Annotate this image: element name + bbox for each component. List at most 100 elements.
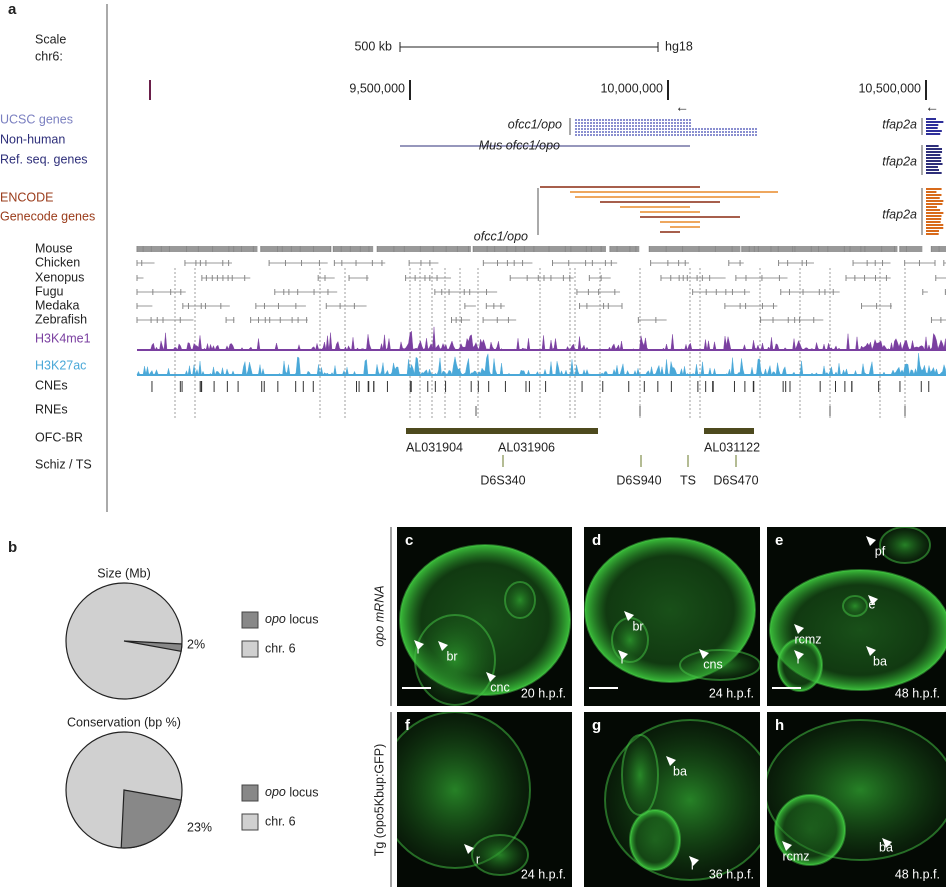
clone-bar: [704, 428, 754, 434]
marker-label: D6S340: [480, 473, 525, 487]
micrograph: [584, 712, 760, 887]
row-label: opo mRNA: [372, 585, 386, 646]
gene-model: [926, 227, 944, 229]
tissue: [504, 581, 536, 619]
annotation: l: [797, 652, 800, 666]
assembly: hg18: [665, 39, 693, 53]
gene-model: [926, 215, 942, 217]
marker-label: D6S470: [713, 473, 758, 487]
stage-label: 48 h.p.f.: [895, 686, 940, 700]
tissue: [414, 614, 496, 706]
track-label: H3K27ac: [35, 358, 86, 372]
track-label: Chicken: [35, 255, 80, 269]
marker-label: TS: [680, 473, 696, 487]
panel-letter: g: [592, 717, 601, 734]
tissue: [397, 712, 531, 869]
gene-model: [926, 151, 943, 153]
gene-model: [926, 133, 941, 135]
gene-model: [926, 157, 942, 159]
track-label: Zebrafish: [35, 312, 87, 326]
tissue: [679, 649, 760, 681]
pie-title: Conservation (bp %): [67, 715, 181, 729]
pie-title: Size (Mb): [97, 566, 150, 580]
micrograph-content: [604, 719, 760, 881]
gene-model: [926, 212, 944, 214]
annotation: cns: [703, 657, 722, 671]
legend-swatch: [241, 784, 259, 802]
panel-letter: c: [405, 532, 413, 549]
arrowhead: [794, 624, 804, 634]
gene-model: [926, 194, 942, 196]
gene-model: [926, 127, 938, 129]
micrograph: [767, 527, 946, 706]
track-label: Non-human: [0, 132, 65, 146]
legend-swatch: [241, 611, 259, 629]
marker-label: D6S940: [616, 473, 661, 487]
gene-model: [926, 124, 939, 126]
gene-model: [926, 160, 942, 162]
pie-slice: [123, 640, 183, 652]
track-label: Mouse: [35, 241, 73, 255]
annotation: l: [621, 652, 624, 666]
gene-model: [926, 172, 942, 174]
micrograph: [584, 527, 760, 706]
arrowhead: [794, 650, 804, 660]
track-label: OFC-BR: [35, 430, 83, 444]
clone-label: AL031906: [498, 440, 555, 454]
stage-label: 36 h.p.f.: [709, 867, 754, 881]
stage-label: 24 h.p.f.: [709, 686, 754, 700]
pie-value-label: 2%: [187, 637, 205, 651]
annotation: e: [869, 597, 876, 611]
micrograph-content: [584, 537, 760, 683]
position-label: 10,000,000: [600, 81, 663, 95]
panel-letter: e: [775, 532, 783, 549]
arrowhead: [866, 536, 876, 546]
annotation: ba: [873, 654, 887, 668]
micrograph: [397, 712, 572, 887]
annotation: l: [417, 642, 420, 656]
legend-label: chr. 6: [265, 641, 296, 655]
panel-letter: a: [8, 1, 17, 18]
gene-label: ofcc1/opo: [508, 117, 562, 131]
panel-letter: f: [405, 717, 411, 734]
gene-model: [926, 200, 944, 202]
position-label: 9,500,000: [349, 81, 405, 95]
micrograph-content: [769, 527, 946, 692]
track-label: Genecode genes: [0, 209, 95, 223]
gene-label: tfap2a: [882, 154, 917, 168]
gene-model: [926, 166, 938, 168]
track-label: RNEs: [35, 402, 68, 416]
panel-letter: h: [775, 717, 784, 734]
legend-label: opo locus: [265, 785, 319, 799]
stage-label: 24 h.p.f.: [521, 867, 566, 881]
clone-label: AL031122: [704, 440, 760, 454]
annotation: ba: [879, 840, 893, 854]
annotation: br: [632, 619, 643, 633]
scale-bar-label: 500 kb: [354, 39, 392, 53]
arrow: ←: [925, 99, 939, 115]
pie-slice: [120, 789, 182, 849]
gene-model: [926, 163, 943, 165]
track-label: Fugu: [35, 284, 64, 298]
gene-label: tfap2a: [882, 207, 917, 221]
arrowhead: [866, 646, 876, 656]
annotation: ba: [673, 764, 687, 778]
legend-swatch: [241, 640, 259, 658]
gene-label: ofcc1/opo: [474, 229, 528, 243]
gene-model: [926, 154, 941, 156]
row-label: Tg (opo5Kbup:GFP): [372, 744, 386, 857]
arrowhead: [699, 649, 709, 659]
arrow: ←: [675, 99, 689, 115]
micrograph-content: [767, 719, 946, 866]
arrowhead: [666, 756, 676, 766]
signal-track: [136, 353, 946, 376]
arrowhead: [868, 595, 878, 605]
tissue: [774, 794, 846, 866]
tissue: [842, 595, 868, 617]
gene-model: [926, 169, 939, 171]
gene-model: [926, 230, 939, 232]
clone-label: AL031904: [406, 440, 463, 454]
track-label: CNEs: [35, 378, 68, 392]
annotation: r: [476, 852, 480, 866]
legend-label: chr. 6: [265, 814, 296, 828]
